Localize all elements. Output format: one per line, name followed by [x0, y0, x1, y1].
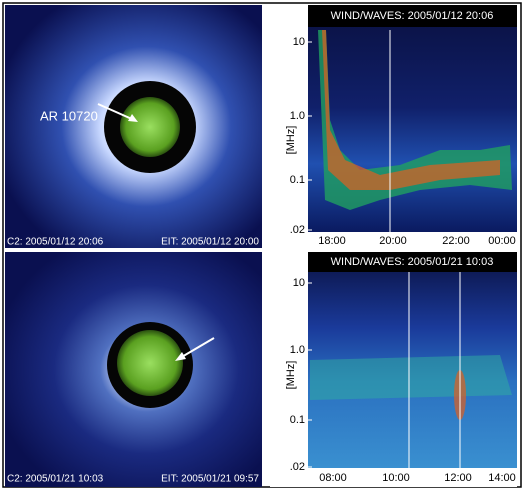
x-tick-label: 18:00 — [318, 235, 346, 247]
arrow — [97, 103, 135, 121]
x-tick-label: 20:00 — [379, 235, 407, 247]
y-axis-label: [MHz] — [285, 361, 297, 390]
x-tick-label: 00:00 — [488, 235, 516, 247]
emission — [310, 355, 512, 400]
y-tick-label: .02 — [290, 224, 305, 236]
panel-title: WIND/WAVES: 2005/01/12 20:06 — [331, 10, 494, 22]
sun-disk — [120, 97, 180, 157]
y-tick-label: 10 — [293, 36, 305, 48]
caption-right: EIT: 2005/01/12 20:00 — [161, 237, 259, 248]
emission — [322, 30, 500, 190]
y-tick-label: 10 — [293, 277, 305, 289]
x-tick-label: 10:00 — [382, 472, 410, 484]
arrow-head — [175, 352, 186, 361]
x-tick-label: 08:00 — [319, 472, 347, 484]
y-tick-label: 0.1 — [290, 174, 305, 186]
y-tick-label: 1.0 — [290, 110, 305, 122]
annotation: AR 10720 — [40, 108, 98, 123]
y-axis-label: [MHz] — [285, 126, 297, 155]
arrow-head — [128, 114, 138, 122]
sun-disk — [117, 330, 183, 396]
y-tick-label: 0.1 — [290, 414, 305, 426]
x-tick-label: 12:00 — [444, 472, 472, 484]
y-tick-label: 1.0 — [290, 344, 305, 356]
title-bar — [308, 252, 517, 272]
panel-title: WIND/WAVES: 2005/01/21 10:03 — [331, 256, 494, 268]
title-bar — [308, 5, 517, 27]
caption-left: C2: 2005/01/12 20:06 — [7, 237, 104, 248]
caption-left: C2: 2005/01/21 10:03 — [7, 474, 104, 485]
x-tick-label: 22:00 — [442, 235, 470, 247]
y-tick-label: .02 — [290, 461, 305, 473]
x-tick-label: 14:00 — [488, 472, 516, 484]
caption-right: EIT: 2005/01/21 09:57 — [161, 474, 259, 485]
arrow — [179, 337, 215, 359]
